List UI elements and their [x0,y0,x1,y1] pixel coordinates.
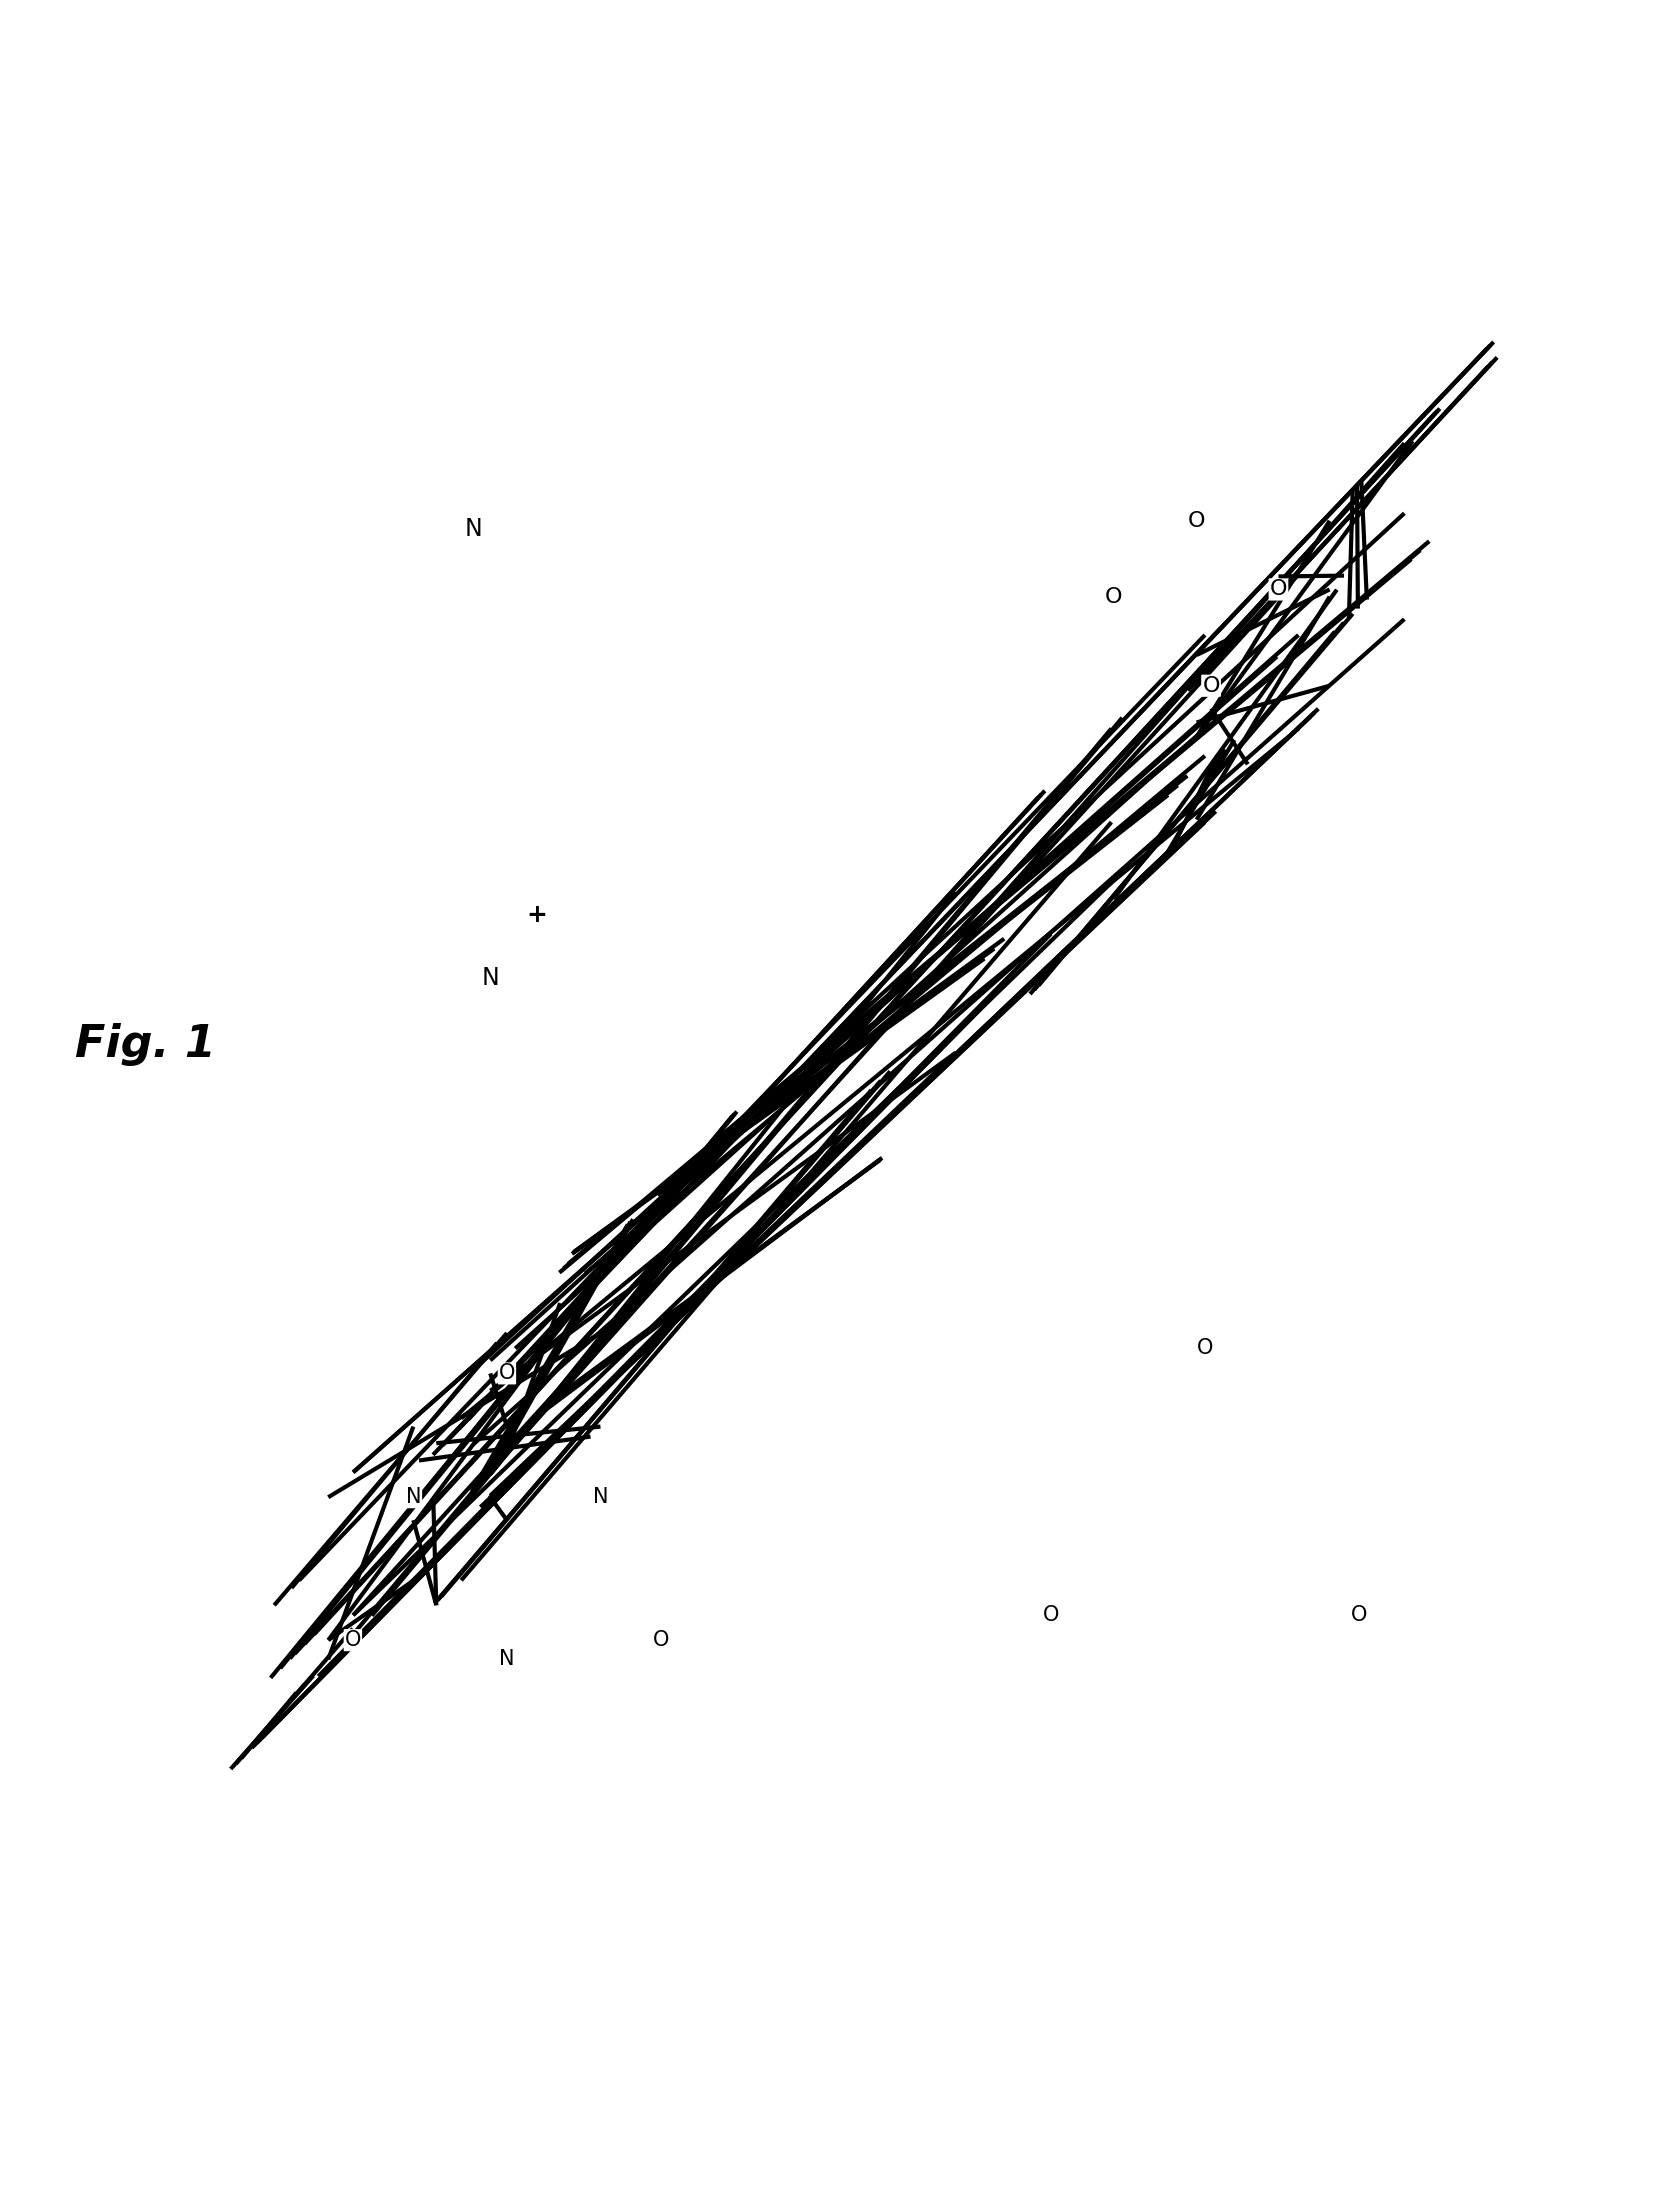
Text: Fig. 1: Fig. 1 [75,1023,216,1065]
Text: N: N [593,1486,608,1508]
Text: O: O [653,1629,670,1649]
Text: O: O [1270,580,1288,600]
Text: O: O [499,1363,515,1383]
Text: +: + [527,902,547,926]
Text: O: O [344,1629,361,1649]
Text: O: O [1042,1605,1059,1625]
Text: O: O [1351,1605,1368,1625]
Text: O: O [1188,512,1205,531]
Text: N: N [406,1486,420,1508]
Text: N: N [482,966,499,990]
Text: N: N [499,1649,515,1669]
Text: O: O [1197,1338,1213,1358]
Text: O: O [1105,587,1122,606]
Text: O: O [1202,675,1220,697]
Text: N: N [465,518,482,540]
